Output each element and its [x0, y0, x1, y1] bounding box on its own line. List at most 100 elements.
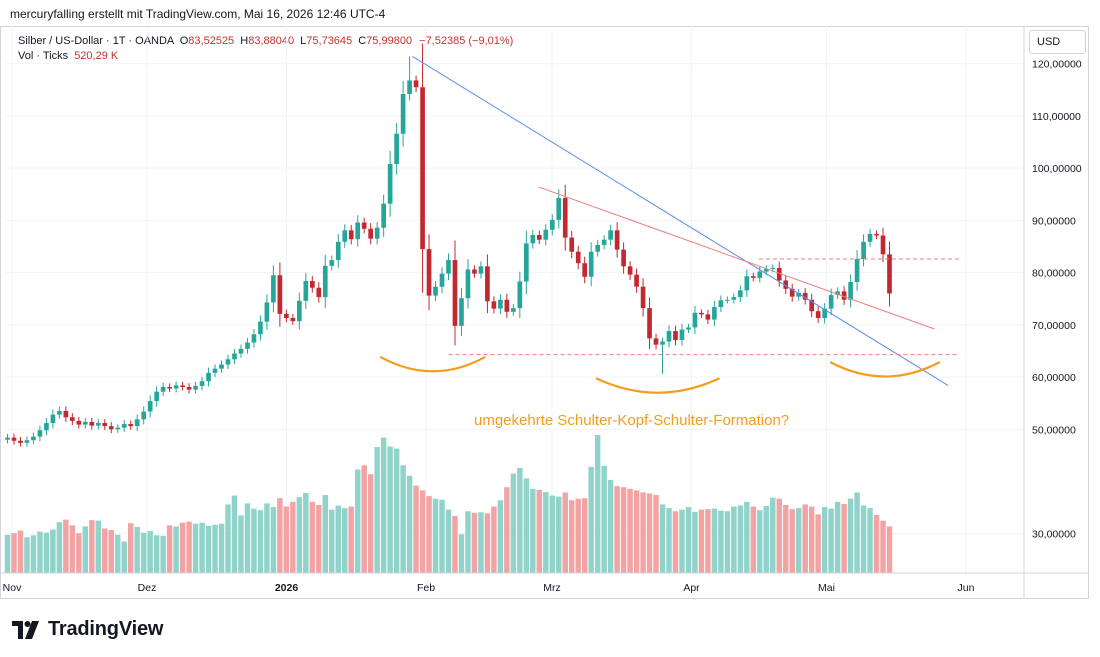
- price-tick-label: 110,00000: [1032, 111, 1081, 123]
- candle-body: [31, 436, 36, 441]
- legend-open-label: O: [179, 35, 189, 47]
- candle-body: [374, 227, 380, 239]
- candle-body: [802, 292, 808, 300]
- candle-body: [718, 300, 724, 308]
- volume-bar: [199, 522, 205, 573]
- candle-body: [394, 133, 399, 164]
- volume-bar: [633, 490, 640, 573]
- volume-bar: [140, 532, 147, 573]
- candle-body: [511, 308, 516, 312]
- candle-body: [796, 292, 802, 297]
- candle-body: [763, 268, 769, 272]
- candle-body: [692, 312, 698, 328]
- currency-button[interactable]: USD: [1029, 30, 1086, 54]
- candle-body: [582, 263, 588, 277]
- candle-body: [11, 437, 17, 441]
- volume-bar: [354, 469, 361, 573]
- price-tick-label: 100,00000: [1032, 163, 1082, 175]
- volume-bar: [4, 534, 11, 573]
- volume-bar: [56, 522, 63, 573]
- volume-bar: [439, 499, 445, 573]
- volume-bar: [102, 528, 108, 573]
- grid-lines: [6, 26, 1024, 573]
- volume-bar: [821, 507, 828, 573]
- legend-volume-label[interactable]: Vol · Ticks: [18, 50, 69, 62]
- chart-drawings: [379, 55, 962, 394]
- chart-legend: Silber / US-Dollar · 1T · OANDA O83,5252…: [18, 34, 513, 64]
- price-tick-label: 60,00000: [1032, 372, 1076, 384]
- volume-bar: [640, 492, 646, 573]
- volume-bar: [770, 497, 776, 573]
- volume-bar: [575, 498, 581, 573]
- time-tick-label: Mrz: [543, 582, 561, 594]
- volume-bar: [763, 506, 770, 573]
- shoulder-arc: [379, 356, 486, 373]
- candle-body: [841, 291, 847, 300]
- legend-high-label: H: [240, 35, 249, 47]
- volume-bar: [283, 506, 290, 573]
- candle-body: [433, 286, 438, 296]
- volume-bar: [828, 508, 834, 573]
- candle-body: [556, 197, 562, 220]
- candle-body: [861, 241, 866, 260]
- volume-bar: [860, 505, 867, 573]
- volume-bar: [802, 504, 808, 573]
- legend-ohlc-row: Silber / US-Dollar · 1T · OANDA O83,5252…: [18, 34, 513, 49]
- volume-bar: [367, 474, 374, 573]
- volume-bar: [380, 437, 387, 573]
- volume-bar: [11, 533, 17, 573]
- volume-bar: [536, 489, 543, 573]
- volume-bar: [458, 534, 465, 573]
- tradingview-brand-name: TradingView: [48, 618, 164, 640]
- candle-body: [368, 228, 374, 239]
- volume-bar: [277, 498, 283, 573]
- volume-bar: [776, 498, 782, 573]
- volume-bar: [757, 510, 763, 573]
- volume-bar: [374, 447, 380, 573]
- candle-body: [588, 251, 594, 277]
- candle-body: [725, 299, 730, 301]
- price-tick-label: 80,00000: [1032, 268, 1076, 280]
- candle-body: [822, 308, 827, 319]
- volume-bar: [432, 498, 439, 573]
- candle-body: [601, 239, 607, 245]
- legend-change: −7,52385 (−9,01%): [419, 35, 514, 47]
- candle-body: [562, 197, 568, 238]
- candle-body: [199, 381, 205, 386]
- time-tick-label: Jun: [958, 582, 975, 594]
- legend-symbol[interactable]: Silber / US-Dollar · 1T · OANDA: [18, 35, 174, 47]
- legend-low-value: 75,73645: [306, 35, 353, 47]
- volume-bar: [179, 522, 186, 573]
- candle-body: [381, 203, 386, 228]
- candle-body: [452, 260, 458, 326]
- candle-body: [517, 281, 523, 309]
- volume-bar: [452, 515, 458, 573]
- candle-body: [523, 243, 529, 282]
- volume-bar: [789, 509, 795, 573]
- volume-bar: [296, 497, 303, 573]
- candle-body: [206, 372, 211, 382]
- candle-body: [277, 275, 283, 314]
- candle-body: [258, 321, 263, 335]
- candle-body: [232, 353, 237, 360]
- candle-body: [595, 244, 600, 252]
- candle-body: [160, 386, 166, 392]
- candle-body: [485, 266, 490, 302]
- volume-bar: [867, 508, 873, 573]
- volume-bar: [562, 492, 568, 573]
- volume-bar: [679, 509, 685, 573]
- candle-body: [854, 259, 860, 282]
- volume-bar: [478, 512, 484, 573]
- volume-bar: [264, 503, 270, 573]
- candle-body: [744, 276, 750, 291]
- candle-body: [536, 235, 542, 240]
- volume-bar: [387, 446, 393, 573]
- candle-body: [627, 266, 633, 275]
- volume-bar: [685, 507, 692, 573]
- price-tick-label: 50,00000: [1032, 424, 1076, 436]
- candle-body: [76, 420, 82, 425]
- candle-body: [446, 260, 451, 274]
- volume-bar: [309, 501, 316, 573]
- volume-bar: [627, 488, 633, 573]
